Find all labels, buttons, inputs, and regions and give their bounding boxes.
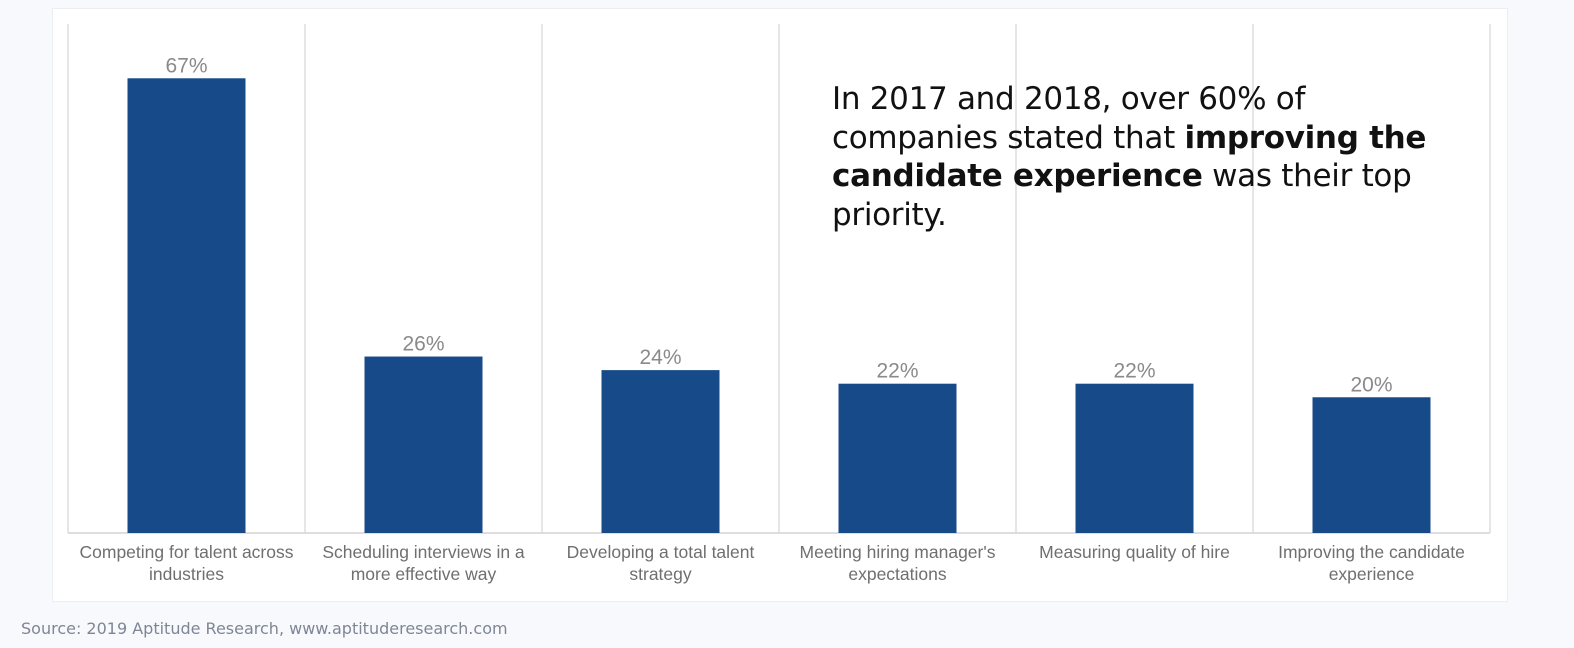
data-label: 24% xyxy=(639,346,681,369)
data-label: 20% xyxy=(1350,373,1392,396)
bar xyxy=(1312,397,1431,533)
x-tick-label: Improving the candidate xyxy=(1278,542,1465,562)
x-tick-label: Measuring quality of hire xyxy=(1039,542,1230,562)
callout-text-part2: was their top priority. xyxy=(832,158,1412,233)
x-tick-label: expectations xyxy=(848,564,947,584)
data-label: 22% xyxy=(876,360,918,383)
data-label: 67% xyxy=(165,54,207,77)
x-tick-label: more effective way xyxy=(351,564,497,584)
source-note: Source: 2019 Aptitude Research, www.apti… xyxy=(21,619,508,638)
data-label: 22% xyxy=(1113,360,1155,383)
callout-text-part1: In 2017 and 2018, over 60% of companies … xyxy=(832,81,1306,156)
x-tick-label: strategy xyxy=(629,564,691,584)
x-tick-label: Competing for talent across xyxy=(80,542,294,562)
bar xyxy=(1075,383,1194,533)
x-tick-label: Scheduling interviews in a xyxy=(322,542,525,562)
x-tick-label: Developing a total talent xyxy=(567,542,755,562)
bar xyxy=(127,78,246,533)
x-tick-label: Meeting hiring manager's xyxy=(800,542,996,562)
x-tick-label: experience xyxy=(1329,564,1415,584)
x-tick-label: industries xyxy=(149,564,224,584)
callout-text-bold: improving the candidate experience xyxy=(832,119,1427,195)
callout-text: In 2017 and 2018, over 60% of companies … xyxy=(832,80,1432,234)
bar xyxy=(601,370,720,533)
bar xyxy=(364,356,483,533)
data-label: 26% xyxy=(402,333,444,356)
bar xyxy=(838,383,957,533)
